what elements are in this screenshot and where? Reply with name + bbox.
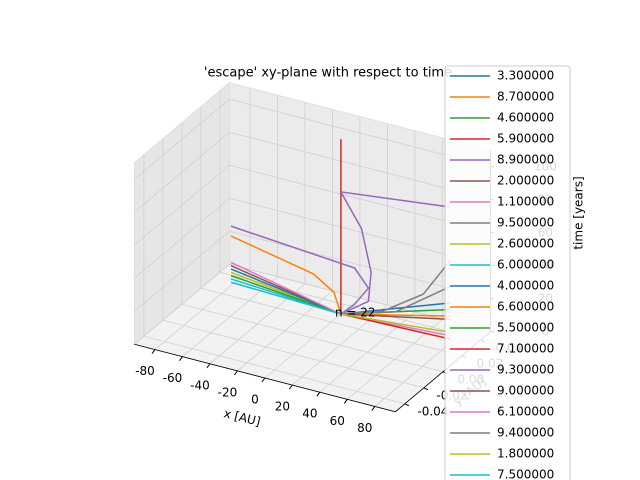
grid-line (134, 263, 491, 345)
x-tick (261, 377, 266, 383)
x-tick-label: -80 (135, 364, 155, 378)
legend-label: 9.000000 (497, 384, 554, 398)
legend-label: 6.100000 (497, 405, 554, 419)
legend-label: 3.300000 (497, 69, 554, 83)
trajectory (230, 274, 342, 315)
legend-label: 7.500000 (497, 468, 554, 480)
legend-label: 1.100000 (497, 195, 554, 209)
trajectory (340, 313, 451, 340)
x-tick (206, 363, 211, 369)
trajectory (340, 313, 451, 334)
y-tick (423, 387, 429, 391)
legend-label: 4.000000 (497, 279, 554, 293)
legend-label: 9.400000 (497, 426, 554, 440)
x-tick-label: -40 (190, 378, 210, 392)
legend-label: 9.500000 (497, 216, 554, 230)
trajectory (230, 261, 342, 315)
x-tick (234, 370, 238, 376)
annotation: n = 22 (335, 306, 376, 320)
legend-label: 6.600000 (497, 300, 554, 314)
trajectory (339, 190, 451, 315)
x-tick-label: 60 (330, 414, 345, 428)
legend-label: 7.100000 (497, 342, 554, 356)
grid-line (134, 131, 491, 213)
legend-label: 9.300000 (497, 363, 554, 377)
legend-label: 2.600000 (497, 237, 554, 251)
legend-box (444, 65, 571, 480)
legend-label: 5.900000 (497, 132, 554, 146)
x-tick-label: -60 (163, 371, 183, 385)
legend-label: 8.700000 (497, 90, 554, 104)
trajectory (230, 235, 342, 315)
x-tick (343, 399, 348, 404)
y-tick (404, 403, 410, 407)
y-tick-label: -0.04 (417, 404, 448, 418)
grid-line (134, 98, 491, 180)
legend-label: 6.000000 (497, 258, 554, 272)
trajectory (230, 225, 370, 315)
axes-panes (133, 81, 492, 413)
x-tick (179, 356, 183, 361)
legend-label: 2.000000 (497, 174, 554, 188)
x-tick-label: -20 (218, 385, 238, 399)
legend-label: 5.500000 (497, 321, 554, 335)
grid-line (134, 230, 491, 312)
legend-label: 1.800000 (497, 447, 554, 461)
x-tick (151, 349, 156, 354)
plot-lines (230, 139, 452, 340)
trajectory (340, 313, 451, 321)
x-tick-label: 20 (275, 400, 290, 414)
x-axis-line (134, 343, 396, 413)
legend: 3.300000 8.700000 4.600000 5.900000 8.900000… (444, 65, 571, 480)
x-axis-label: x [AU] (222, 406, 262, 429)
x-tick (371, 406, 376, 411)
trajectory (230, 268, 342, 315)
trajectory (340, 285, 452, 315)
trajectory (230, 281, 342, 315)
legend-label: 4.600000 (497, 111, 554, 125)
x-tick (316, 391, 321, 397)
x-tick-label: 40 (302, 407, 317, 421)
z-axis-label: time [years] (572, 176, 586, 249)
chart-title: 'escape' xy-plane with respect to time (204, 66, 452, 81)
x-tick (288, 384, 293, 390)
x-tick-label: 0 (251, 393, 259, 407)
x-tick-label: 80 (357, 421, 372, 435)
legend-label: 8.900000 (497, 153, 554, 167)
grid-line (134, 197, 491, 279)
grid-line (134, 164, 491, 246)
